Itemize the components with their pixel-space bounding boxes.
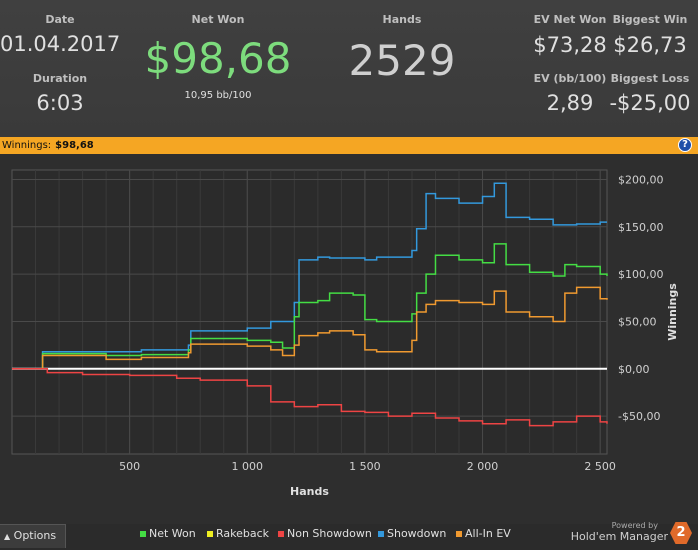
legend-label: Showdown xyxy=(387,527,447,540)
date-value: 01.04.2017 xyxy=(0,32,121,56)
legend-swatch-icon xyxy=(278,531,284,537)
hands-value: 2529 xyxy=(348,36,456,85)
date-label: Date xyxy=(45,13,75,26)
x-tick-label: 1 500 xyxy=(349,460,381,473)
biggest-loss-label: Biggest Loss xyxy=(610,72,690,85)
biggest-win-value: $26,73 xyxy=(613,33,687,57)
help-icon[interactable]: ? xyxy=(678,138,692,152)
winnings-label: Winnings: xyxy=(2,140,52,151)
y-axis-label: Winnings xyxy=(666,283,679,341)
powered-by-label: Powered by xyxy=(611,521,658,530)
netwon-label: Net Won xyxy=(191,13,245,26)
legend-label: Non Showdown xyxy=(287,527,372,540)
legend-label: All-In EV xyxy=(465,527,511,540)
x-tick-label: 500 xyxy=(119,460,140,473)
legend-item-rakeback[interactable]: Rakeback xyxy=(207,527,269,540)
netwon-bb100: 10,95 bb/100 xyxy=(184,90,252,101)
ev-bb100-value: 2,89 xyxy=(546,91,594,115)
hands-label: Hands xyxy=(382,13,422,26)
biggest-loss-value: -$25,00 xyxy=(609,91,691,115)
options-button[interactable]: ▲ Options xyxy=(0,524,66,548)
duration-value: 6:03 xyxy=(36,91,84,115)
chart-svg: 500 1 000 1 500 2 000 2 500 -$50,00 $0,00 $50,0… xyxy=(11,169,679,498)
ev-bb100-label: EV (bb/100) xyxy=(533,72,607,85)
legend-swatch-icon xyxy=(378,531,384,537)
winnings-chart: 500 1 000 1 500 2 000 2 500 -$50,00 $0,00 $50,0… xyxy=(0,154,698,524)
series-line-non-showdown xyxy=(12,368,608,427)
winnings-bar: Winnings: $98,68 ? xyxy=(0,137,698,154)
legend-item-showdown[interactable]: Showdown xyxy=(378,527,446,540)
y-tick-label: $200,00 xyxy=(618,173,664,186)
y-tick-label: -$50,00 xyxy=(618,410,660,423)
netwon-value: $98,68 xyxy=(144,34,292,83)
ev-netwon-label: EV Net Won xyxy=(533,13,607,26)
series-line-all-in-ev xyxy=(12,286,608,370)
y-tick-label: $150,00 xyxy=(618,221,664,234)
options-chevron-icon: ▲ xyxy=(4,532,11,541)
legend-swatch-icon xyxy=(207,531,213,537)
duration-label: Duration xyxy=(32,72,88,85)
winnings-value: $98,68 xyxy=(55,140,94,151)
legend-swatch-icon xyxy=(140,531,146,537)
x-tick-label: 2 500 xyxy=(584,460,616,473)
brand-name: Hold'em Manager xyxy=(570,530,668,543)
y-tick-label: $0,00 xyxy=(618,363,650,376)
legend-label: Net Won xyxy=(149,527,196,540)
options-label: Options xyxy=(13,529,57,542)
biggest-win-label: Biggest Win xyxy=(612,13,688,26)
x-axis-label: Hands xyxy=(290,485,329,498)
legend-swatch-icon xyxy=(456,531,462,537)
y-tick-label: $50,00 xyxy=(618,315,657,328)
ev-netwon-value: $73,28 xyxy=(533,33,607,57)
legend-item-non-showdown[interactable]: Non Showdown xyxy=(278,527,372,540)
y-tick-label: $100,00 xyxy=(618,268,664,281)
legend-item-all-in-ev[interactable]: All-In EV xyxy=(456,527,511,540)
hm2-logo-icon: 2 xyxy=(670,522,692,544)
legend-item-net-won[interactable]: Net Won xyxy=(140,527,196,540)
stats-panel: Date 01.04.2017 Duration 6:03 Net Won $9… xyxy=(0,0,698,137)
legend-label: Rakeback xyxy=(216,527,270,540)
footer: ▲ Options Net Won Rakeback Non Showdown Sho… xyxy=(0,521,698,550)
series-line-showdown xyxy=(12,182,607,370)
x-tick-label: 1 000 xyxy=(232,460,264,473)
x-tick-label: 2 000 xyxy=(467,460,499,473)
